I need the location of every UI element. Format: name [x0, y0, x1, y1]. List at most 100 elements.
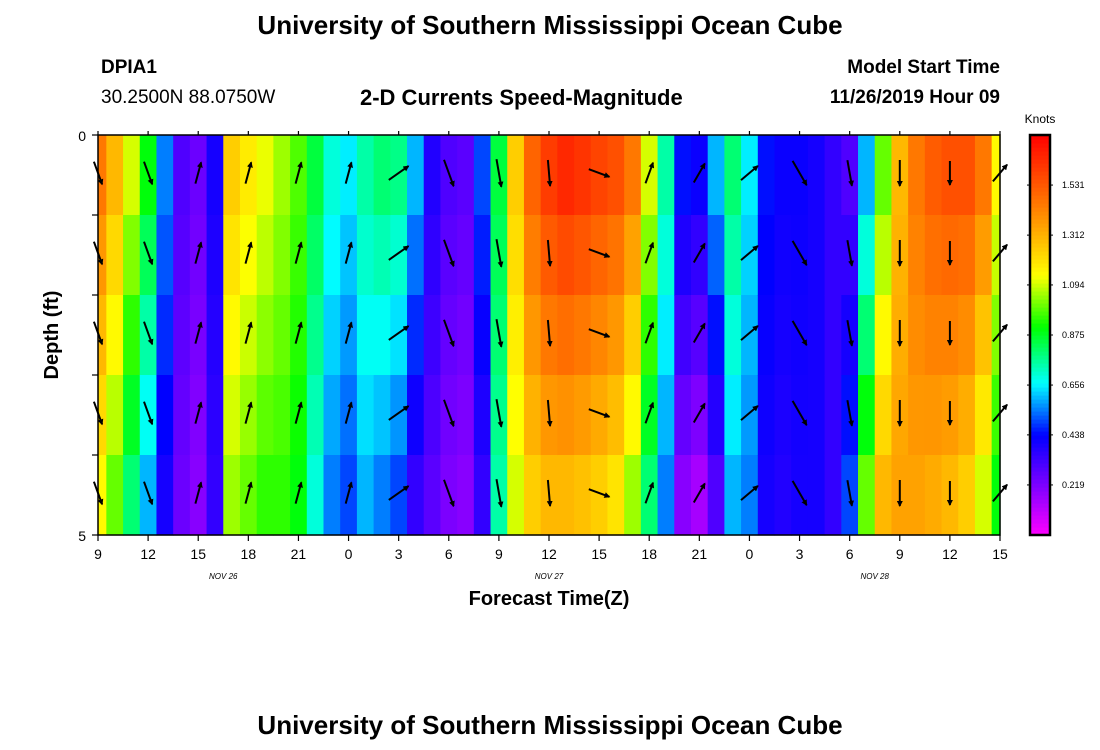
current-vector: [143, 321, 154, 346]
heatmap-cell: [156, 135, 174, 216]
heatmap-cell: [974, 375, 993, 456]
current-vector: [644, 481, 655, 504]
heatmap-cell: [974, 215, 993, 296]
colorbar-swatch: [1030, 191, 1050, 196]
heatmap-cell: [557, 295, 575, 376]
current-vector: [791, 480, 808, 506]
colorbar-swatch: [1030, 355, 1050, 360]
heatmap-cell: [807, 375, 826, 456]
heatmap-cell: [256, 295, 274, 376]
colorbar-swatch: [1030, 515, 1050, 520]
colorbar-swatch: [1030, 187, 1050, 192]
current-vector: [194, 161, 203, 184]
current-vector: [495, 159, 504, 188]
heatmap-cell: [557, 455, 575, 536]
current-vector: [194, 481, 203, 504]
heatmap-cell: [98, 295, 107, 376]
heatmap-cell: [858, 375, 876, 456]
colorbar-swatch: [1030, 223, 1050, 228]
heatmap-cell: [373, 455, 391, 536]
current-vector: [588, 168, 611, 178]
heatmap-cell: [106, 135, 124, 216]
heatmap-cell: [908, 135, 926, 216]
colorbar-swatch: [1030, 399, 1050, 404]
heatmap-cell: [741, 455, 759, 536]
heatmap-cell: [356, 295, 375, 376]
heatmap-cell: [306, 135, 325, 216]
heatmap-cell: [858, 215, 876, 296]
colorbar-swatch: [1030, 323, 1050, 328]
heatmap-cell: [574, 135, 592, 216]
current-vector: [791, 240, 808, 266]
y-tick-label: 5: [78, 528, 86, 544]
heatmap-cell: [507, 215, 525, 296]
heatmap-cell: [757, 135, 776, 216]
heatmap-cell: [874, 295, 893, 376]
colorbar-swatch: [1030, 327, 1050, 332]
colorbar-swatch: [1030, 531, 1050, 536]
colorbar: 0.219 0.438 0.656 0.875 1.094 1.312 1.531 Knots: [1025, 112, 1085, 537]
heatmap-cell: [924, 135, 943, 216]
colorbar-swatch: [1030, 415, 1050, 420]
x-tick-label: 15: [190, 546, 206, 562]
colorbar-swatch: [1030, 379, 1050, 384]
heatmap-cell: [657, 375, 675, 456]
current-vector: [846, 160, 854, 187]
heatmap-cell: [323, 215, 341, 296]
heatmap-cell: [858, 295, 876, 376]
colorbar-swatch: [1030, 499, 1050, 504]
x-tick-label: 18: [641, 546, 657, 562]
current-vector: [344, 401, 353, 424]
heatmap-cell: [824, 135, 842, 216]
x-tick-label: 15: [992, 546, 1008, 562]
heatmap-cell: [98, 135, 107, 216]
colorbar-swatch: [1030, 259, 1050, 264]
heatmap-cell: [323, 295, 341, 376]
current-vector: [846, 320, 854, 347]
heatmap-cell: [624, 135, 642, 216]
current-vector: [92, 481, 104, 506]
heatmap-cell: [306, 215, 325, 296]
x-tick-label: 3: [796, 546, 804, 562]
heatmap-cell: [356, 135, 375, 216]
current-vector: [992, 323, 1008, 343]
colorbar-swatch: [1030, 351, 1050, 356]
current-vector: [846, 480, 854, 507]
current-vector: [143, 401, 154, 426]
heatmap-cell: [724, 295, 742, 376]
heatmap-cell: [991, 295, 1001, 376]
heatmap-cell: [574, 295, 592, 376]
colorbar-swatch: [1030, 391, 1050, 396]
current-vector: [344, 161, 353, 184]
heatmap-cell: [824, 215, 842, 296]
current-vector: [443, 319, 455, 348]
heatmap-cell: [674, 215, 692, 296]
x-tick-label: 9: [495, 546, 503, 562]
heatmap-cell: [523, 295, 542, 376]
heatmap-cell: [557, 215, 575, 296]
x-tick-label: 6: [846, 546, 854, 562]
colorbar-swatch: [1030, 503, 1050, 508]
current-vector: [740, 405, 759, 421]
heatmap-cell: [640, 295, 659, 376]
colorbar-swatch: [1030, 319, 1050, 324]
heatmap-cell: [473, 455, 492, 536]
current-vector: [546, 479, 553, 507]
heatmap-cell: [640, 215, 659, 296]
current-vector: [740, 325, 759, 341]
heatmap-cell: [390, 215, 408, 296]
x-tick-label: 21: [692, 546, 708, 562]
current-vector: [992, 163, 1008, 183]
colorbar-swatch: [1030, 219, 1050, 224]
heatmap-cell: [123, 135, 141, 216]
colorbar-swatch: [1030, 159, 1050, 164]
heatmap-cell: [724, 455, 742, 536]
x-axis: 9 12 15 18 21 0 3 6 9 12 15 18 21 0 3 6 9 12 15 NOV 26 NOV 2…: [94, 131, 1008, 610]
heatmap-cell: [423, 375, 442, 456]
current-vector: [92, 161, 104, 186]
heatmap-cell: [206, 215, 224, 296]
current-vector: [92, 401, 104, 426]
colorbar-swatch: [1030, 175, 1050, 180]
heatmap-cell: [690, 375, 709, 456]
colorbar-swatch: [1030, 511, 1050, 516]
